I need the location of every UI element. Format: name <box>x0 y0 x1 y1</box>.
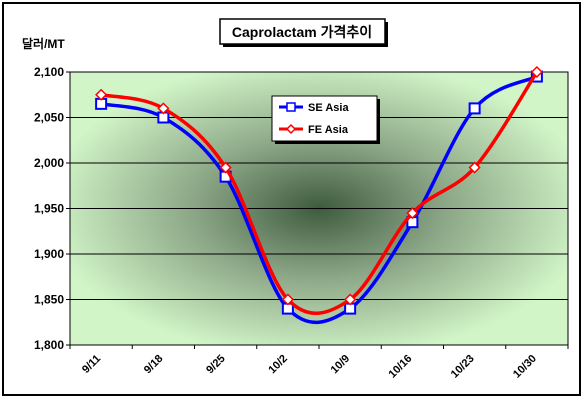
y-tick-label: 1,850 <box>34 293 64 307</box>
data-point-fe-asia <box>530 65 543 79</box>
x-tick-label: 10/2 <box>266 353 290 377</box>
legend-label-se-asia: SE Asia <box>308 102 349 114</box>
series-line-fe-asia <box>100 71 539 316</box>
y-tick-label: 2,050 <box>34 111 64 125</box>
y-tick-label: 2,100 <box>34 65 64 79</box>
chart-title: Caprolactam 가격추이 <box>232 24 372 40</box>
legend-item-se-asia: SE Asia <box>279 102 349 114</box>
y-tick-label: 1,950 <box>34 202 64 216</box>
data-point-fe-asia <box>344 293 357 306</box>
y-tick-label: 2,000 <box>34 156 64 170</box>
data-point-se-asia <box>468 102 481 115</box>
y-tick-label: 1,900 <box>34 247 64 261</box>
x-tick-label: 9/11 <box>80 353 103 376</box>
x-axis: 9/11 9/18 9/25 10/2 10/9 10/16 10/23 10/30 <box>69 345 569 381</box>
y-tick-label: 1,800 <box>34 338 64 352</box>
data-point-fe-asia <box>219 161 232 174</box>
data-point-fe-asia <box>406 206 419 220</box>
y-axis: 1,800 1,850 1,900 1,950 2,000 2,050 2,100 <box>34 65 70 352</box>
data-point-fe-asia <box>157 102 170 115</box>
data-point-fe-asia <box>95 88 108 101</box>
x-tick-label: 9/18 <box>142 353 166 377</box>
x-tick-label: 10/23 <box>449 353 477 381</box>
series-line-se-asia <box>100 74 538 325</box>
y-axis-label: 달러/MT <box>22 36 65 51</box>
x-tick-label: 10/9 <box>329 353 353 377</box>
x-tick-label: 9/25 <box>204 353 228 377</box>
x-tick-label: 10/16 <box>387 353 415 381</box>
chart-title-box: Caprolactam 가격추이 <box>219 18 388 47</box>
data-point-fe-asia <box>468 161 481 174</box>
legend-item-fe-asia: FE Asia <box>279 123 349 136</box>
series-layer <box>95 65 543 325</box>
x-tick-label: 10/30 <box>511 353 539 381</box>
legend: SE Asia FE Asia <box>271 95 380 144</box>
legend-label-fe-asia: FE Asia <box>308 124 349 136</box>
data-point-fe-asia <box>281 293 294 306</box>
